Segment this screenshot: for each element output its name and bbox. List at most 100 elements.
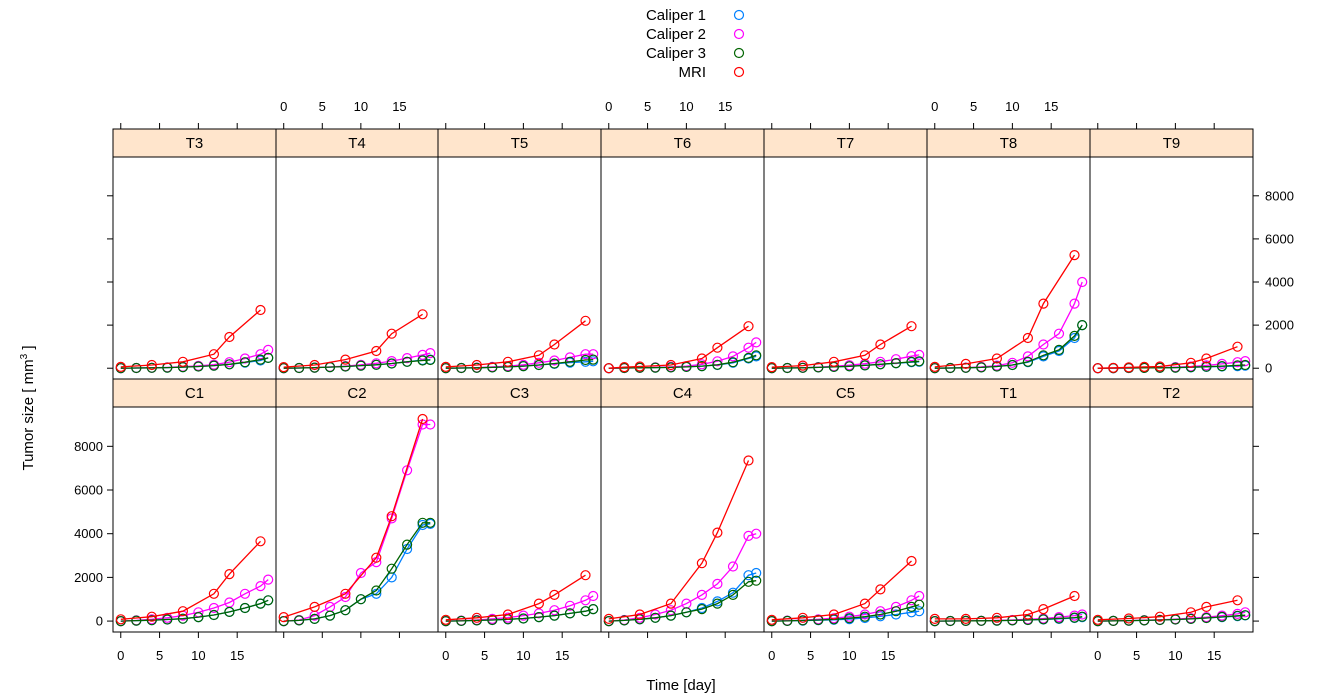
point-C4-3-4 xyxy=(712,527,723,538)
point-C3-1-5 xyxy=(518,610,529,621)
x-tick-label-bottom: 10 xyxy=(516,648,530,663)
panel-T2: T2 xyxy=(1089,378,1254,633)
point-T2-2-4 xyxy=(1154,614,1166,626)
point-T9-3-7 xyxy=(1232,341,1243,352)
strip-T2 xyxy=(1089,378,1254,408)
point-T6-3-2 xyxy=(634,361,645,372)
point-T9-3-2 xyxy=(1123,362,1134,373)
point-C5-2-6 xyxy=(859,611,871,622)
legend-marker-0 xyxy=(733,9,745,21)
point-T5-2-6 xyxy=(533,359,545,371)
point-T2-2-9 xyxy=(1232,610,1243,621)
point-T9-3-1 xyxy=(1108,362,1119,373)
point-T9-2-7 xyxy=(1201,361,1212,372)
point-T3-3-1 xyxy=(146,359,157,371)
point-T8-2-7 xyxy=(1038,350,1049,361)
strip-C2 xyxy=(275,378,439,408)
point-T3-2-4 xyxy=(177,362,188,373)
point-C5-2-8 xyxy=(890,606,902,617)
x-tick-label-bottom: 15 xyxy=(881,648,895,663)
point-T3-3-2 xyxy=(177,356,188,367)
point-C3-1-6 xyxy=(533,608,545,619)
y-tick-label-right: 6000 xyxy=(1265,231,1294,246)
point-C2-3-0 xyxy=(278,611,289,623)
strip-label-T3: T3 xyxy=(186,135,204,152)
x-tick-label-bottom: 0 xyxy=(1094,648,1101,663)
point-T3-2-2 xyxy=(146,362,157,373)
series-line-T6-2 xyxy=(608,354,757,369)
point-C3-1-8 xyxy=(564,600,576,611)
y-tick-label-left: 6000 xyxy=(74,483,103,498)
point-C3-3-1 xyxy=(471,612,482,623)
point-C2-3-5 xyxy=(417,413,428,425)
legend-marker-1 xyxy=(733,28,745,40)
x-tick-label-top: 10 xyxy=(679,99,693,114)
point-C4-2-6 xyxy=(696,603,708,615)
x-axis-title: Time [day] xyxy=(646,677,715,694)
point-T3-1-10 xyxy=(263,344,274,355)
point-C1-2-6 xyxy=(208,609,219,621)
x-tick-label-bottom: 0 xyxy=(768,648,775,663)
x-tick-label-top: 5 xyxy=(319,99,326,114)
point-T2-3-1 xyxy=(1123,613,1134,624)
series-line-T2-3 xyxy=(1097,599,1238,621)
point-C4-3-0 xyxy=(603,613,614,625)
point-C3-3-0 xyxy=(440,614,451,625)
point-C2-0-6 xyxy=(371,588,382,599)
strip-label-T1: T1 xyxy=(1000,385,1018,402)
point-C5-0-8 xyxy=(890,609,902,620)
point-T9-3-0 xyxy=(1092,363,1103,374)
series-line-T2-2 xyxy=(1097,614,1246,622)
point-T8-1-8 xyxy=(1053,328,1065,339)
point-T1-3-0 xyxy=(929,613,940,625)
point-C4-2-9 xyxy=(743,576,754,587)
point-T8-3-5 xyxy=(1069,250,1080,261)
point-C3-2-5 xyxy=(518,613,529,624)
point-C1-2-2 xyxy=(146,615,157,626)
strip-label-T4: T4 xyxy=(348,135,366,152)
point-T6-3-4 xyxy=(696,353,708,364)
point-T4-1-8 xyxy=(402,353,413,364)
y-tick-label-left: 0 xyxy=(96,614,103,629)
strip-label-T5: T5 xyxy=(511,135,529,152)
point-T2-3-0 xyxy=(1092,614,1103,625)
panels: T3 T4 T5 T6 T7 T8 T9 C1 C2 C3 C4 C5 T1 T2 xyxy=(112,128,1254,633)
panel-C3: C3 xyxy=(437,378,602,633)
point-T5-1-7 xyxy=(549,355,560,366)
point-C1-2-1 xyxy=(131,615,142,626)
point-C1-3-2 xyxy=(177,606,188,617)
point-T7-3-5 xyxy=(906,321,917,332)
point-C3-2-6 xyxy=(533,611,545,623)
point-C4-3-5 xyxy=(743,455,754,466)
panel-C4: C4 xyxy=(600,378,765,633)
point-C4-3-2 xyxy=(665,598,677,609)
point-T4-2-10 xyxy=(425,354,436,366)
point-C5-2-5 xyxy=(844,613,855,624)
legend-marker-2 xyxy=(733,47,745,59)
panel-frame-T5 xyxy=(437,156,602,380)
point-C1-1-9 xyxy=(255,580,266,592)
strip-label-T2: T2 xyxy=(1163,385,1181,402)
point-T3-2-6 xyxy=(208,360,219,371)
point-T3-2-9 xyxy=(255,354,266,365)
point-T8-2-4 xyxy=(991,361,1003,372)
point-T6-1-10 xyxy=(751,337,762,348)
strip-label-T6: T6 xyxy=(674,135,692,152)
point-T9-3-5 xyxy=(1185,357,1197,368)
y-tick-label-left: 4000 xyxy=(74,526,103,541)
x-tick-label-bottom: 15 xyxy=(555,648,569,663)
point-T4-2-9 xyxy=(417,355,428,366)
point-T9-3-4 xyxy=(1154,361,1166,372)
point-T8-2-6 xyxy=(1022,356,1034,367)
y-tick-label-right: 0 xyxy=(1265,361,1272,376)
point-C5-1-7 xyxy=(875,606,886,617)
point-C2-2-2 xyxy=(309,613,320,625)
point-T7-3-1 xyxy=(797,360,808,371)
panel-T9: T9 xyxy=(1089,128,1254,380)
point-T7-3-4 xyxy=(875,339,886,350)
point-C3-1-10 xyxy=(588,590,599,602)
point-C1-3-0 xyxy=(115,614,126,625)
point-T9-2-8 xyxy=(1216,361,1228,372)
point-C4-2-3 xyxy=(650,612,661,623)
